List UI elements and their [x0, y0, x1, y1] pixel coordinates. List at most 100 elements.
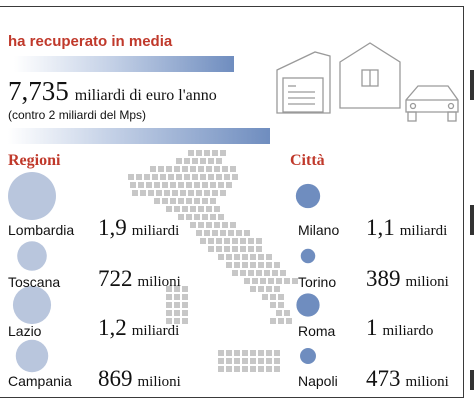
map-grid-cell: [198, 166, 204, 172]
map-grid-cell: [154, 182, 160, 188]
map-grid-cell: [186, 198, 192, 204]
map-grid-cell: [266, 358, 272, 364]
map-grid-cell: [206, 222, 212, 228]
map-grid-cell: [248, 270, 254, 276]
map-grid-cell: [234, 350, 240, 356]
map-grid-cell: [274, 350, 280, 356]
map-grid-cell: [162, 182, 168, 188]
map-grid-cell: [166, 206, 172, 212]
city-label: Napoli: [298, 373, 338, 389]
region-value-unit: miliardi: [131, 223, 180, 239]
map-grid-cell: [174, 206, 180, 212]
map-grid-cell: [148, 190, 154, 196]
city-value-number: 1,1: [366, 215, 395, 240]
map-grid-cell: [226, 358, 232, 364]
map-grid-cell: [214, 222, 220, 228]
map-grid-cell: [182, 166, 188, 172]
map-grid-cell: [178, 214, 184, 220]
map-grid-cell: [210, 182, 216, 188]
section-gradient-bar: [8, 128, 270, 144]
region-label: Lazio: [8, 323, 42, 339]
map-grid-cell: [208, 238, 214, 244]
total-value: 7,735: [8, 76, 69, 106]
map-grid-cell: [274, 366, 280, 372]
map-grid-cell: [144, 174, 150, 180]
map-grid-cell: [166, 318, 172, 324]
city-value-unit: miliardo: [382, 323, 434, 339]
map-grid-cell: [190, 222, 196, 228]
region-label: Toscana: [8, 274, 61, 290]
city-bubble: [296, 293, 320, 317]
map-grid-cell: [192, 174, 198, 180]
map-grid-cell: [214, 206, 220, 212]
map-grid-cell: [216, 174, 222, 180]
map-grid-cell: [228, 230, 234, 236]
region-bubbles: [8, 172, 56, 373]
map-grid-cell: [194, 214, 200, 220]
map-grid-cell: [202, 214, 208, 220]
map-grid-cell: [194, 198, 200, 204]
map-grid-cell: [220, 150, 226, 156]
map-grid-cell: [272, 270, 278, 276]
map-grid-cell: [240, 246, 246, 252]
total-unit: miliardi di euro l'anno: [74, 87, 217, 104]
map-grid-cell: [172, 190, 178, 196]
map-grid-cell: [258, 366, 264, 372]
city-value-unit: milioni: [405, 274, 449, 290]
map-grid-cell: [224, 238, 230, 244]
map-grid-cell: [218, 366, 224, 372]
map-grid-cell: [182, 294, 188, 300]
map-grid-cell: [250, 262, 256, 268]
map-grid-cell: [218, 358, 224, 364]
edge-mark: [470, 370, 474, 390]
map-grid-cell: [280, 270, 286, 276]
region-value: 869 milioni: [98, 366, 181, 392]
map-grid-cell: [170, 182, 176, 188]
map-grid-cell: [202, 198, 208, 204]
map-grid-cell: [156, 190, 162, 196]
map-grid-cell: [248, 246, 254, 252]
regions-section-title: Regioni: [8, 152, 61, 169]
map-grid-cell: [242, 350, 248, 356]
map-grid-cell: [226, 254, 232, 260]
region-label: Lombardia: [8, 222, 75, 238]
edge-mark: [470, 70, 474, 100]
map-grid-cell: [258, 254, 264, 260]
map-grid-cell: [250, 366, 256, 372]
map-grid-cell: [226, 350, 232, 356]
map-grid-cell: [166, 294, 172, 300]
region-bubble: [8, 172, 56, 220]
map-grid-cell: [212, 150, 218, 156]
map-grid-cell: [170, 198, 176, 204]
map-grid-cell: [146, 182, 152, 188]
map-grid-cell: [174, 318, 180, 324]
map-grid-cell: [250, 254, 256, 260]
map-grid-cell: [174, 302, 180, 308]
header-title: ha recuperato in media: [8, 33, 173, 50]
map-grid-cell: [164, 190, 170, 196]
map-grid-cell: [178, 198, 184, 204]
region-label: Campania: [8, 373, 72, 389]
map-grid-cell: [218, 214, 224, 220]
map-grid-cell: [216, 158, 222, 164]
map-grid-cell: [186, 182, 192, 188]
map-grid-cell: [212, 190, 218, 196]
map-grid-cell: [234, 358, 240, 364]
map-grid-cell: [278, 318, 284, 324]
map-grid-cell: [218, 350, 224, 356]
italy-map-grid: [128, 150, 298, 372]
map-grid-cell: [158, 166, 164, 172]
map-grid-cell: [174, 294, 180, 300]
map-grid-cell: [130, 182, 136, 188]
map-grid-cell: [132, 190, 138, 196]
map-grid-cell: [194, 182, 200, 188]
map-grid-cell: [206, 166, 212, 172]
map-grid-cell: [274, 262, 280, 268]
map-grid-cell: [232, 174, 238, 180]
map-grid-cell: [182, 310, 188, 316]
region-value-number: 722: [98, 266, 133, 291]
map-grid-cell: [182, 206, 188, 212]
city-bubble: [300, 348, 316, 364]
region-value-number: 869: [98, 366, 133, 391]
map-grid-cell: [200, 174, 206, 180]
